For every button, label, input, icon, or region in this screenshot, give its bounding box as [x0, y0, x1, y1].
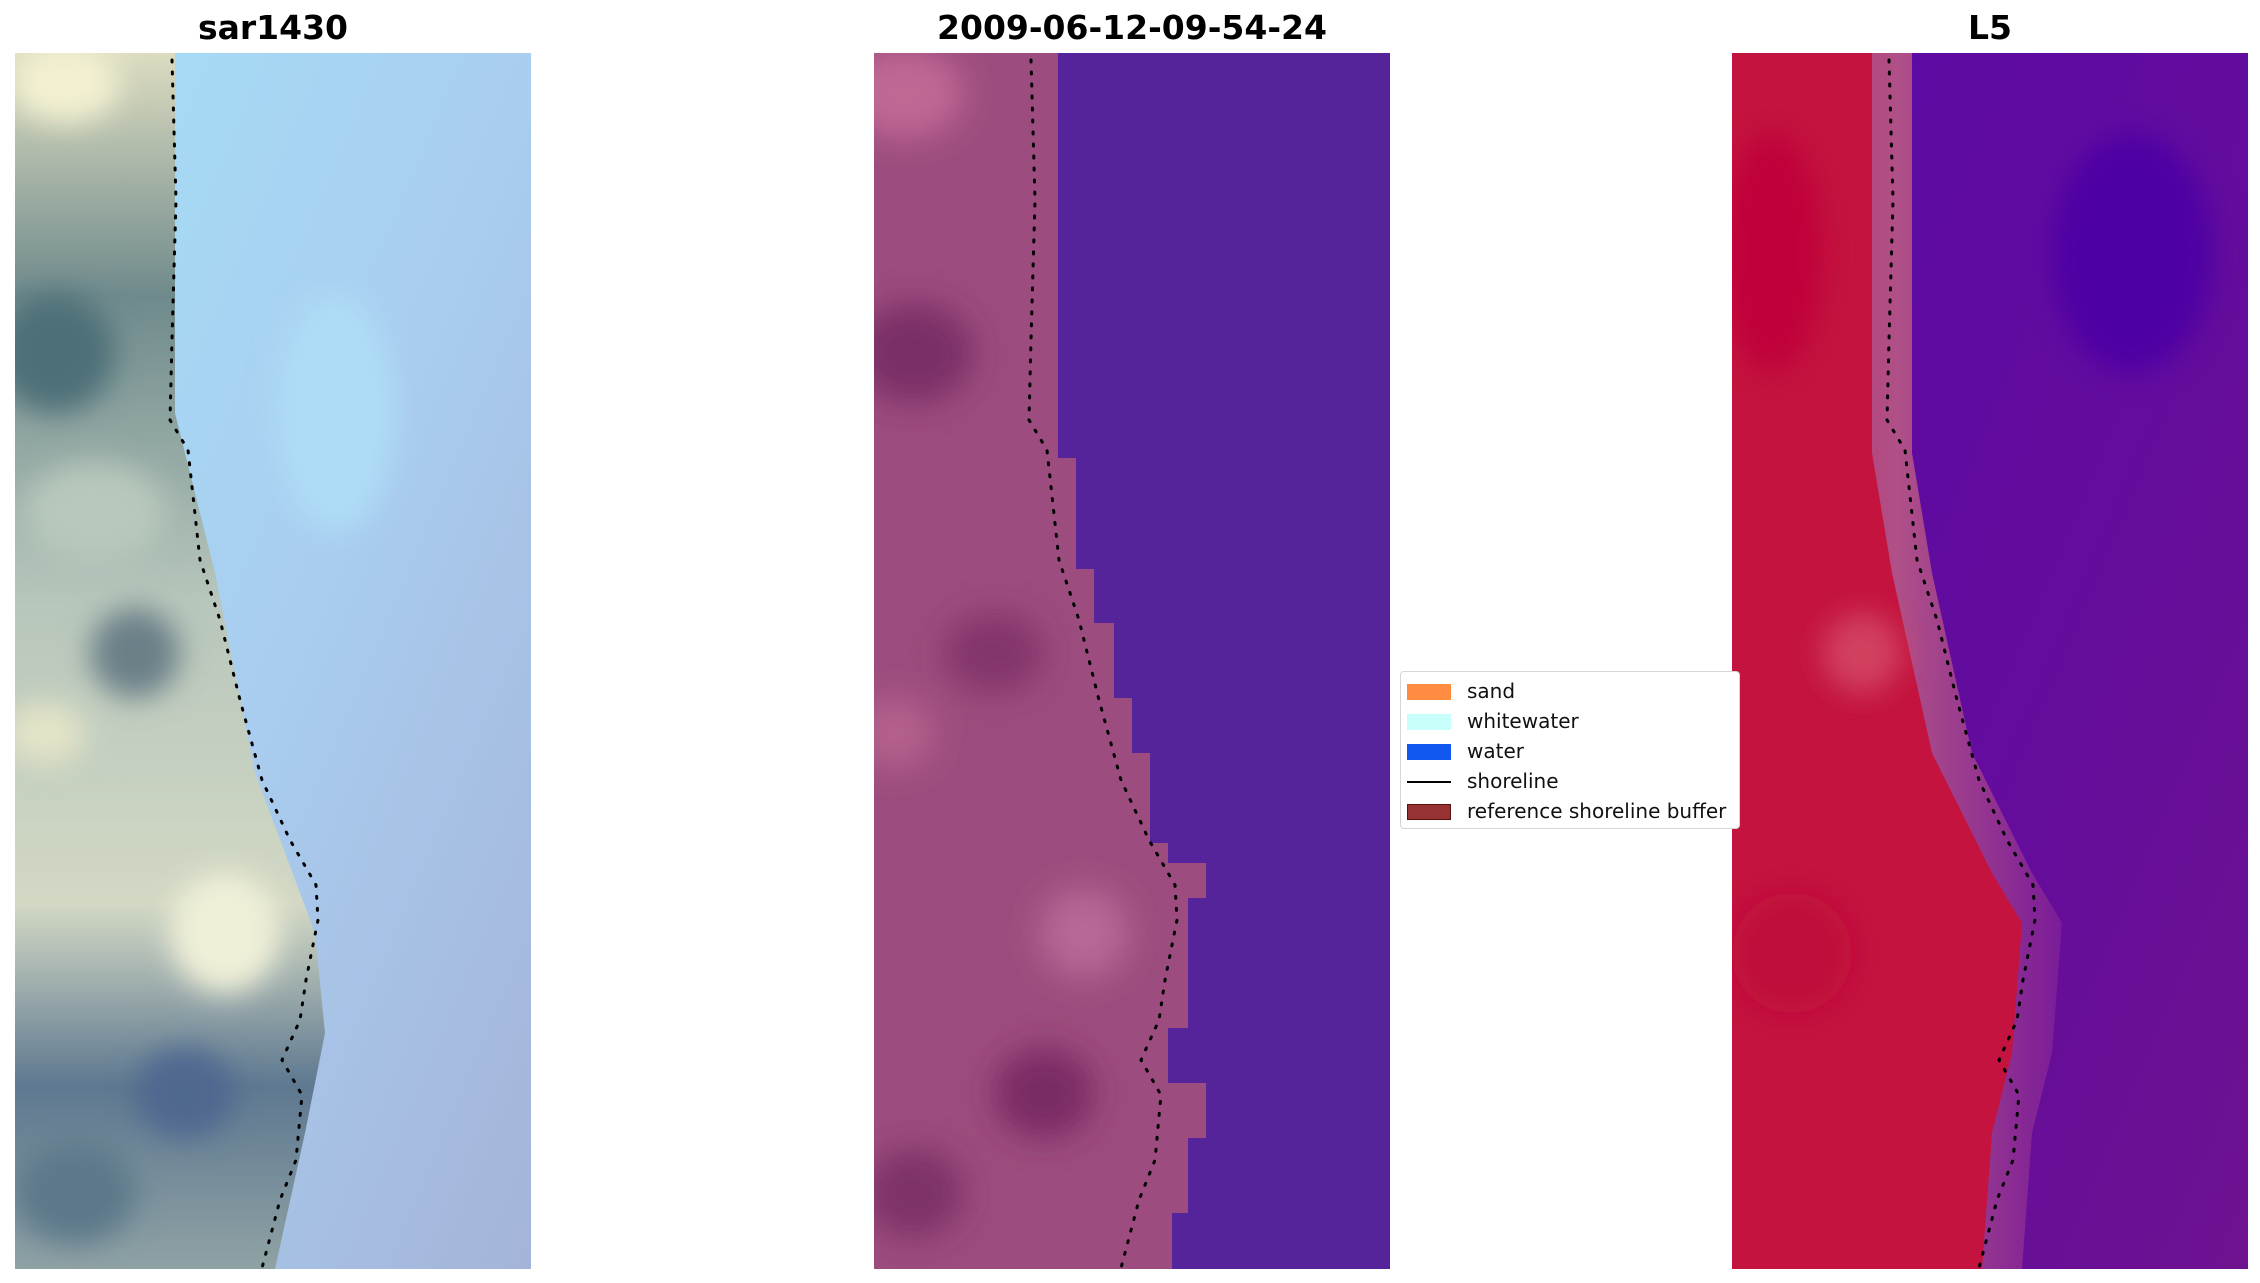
rgb-image: [15, 53, 531, 1269]
legend-label-shoreline: shoreline: [1467, 769, 1559, 793]
rgb-image-panel: [15, 53, 531, 1269]
legend-entry-reference-buffer: reference shoreline buffer: [1401, 796, 1739, 826]
legend-entry-water: water: [1401, 736, 1739, 766]
index-texture: [1732, 133, 2212, 1013]
legend-swatch-water: [1407, 744, 1451, 760]
legend-label-water: water: [1467, 739, 1524, 763]
legend-swatch-whitewater: [1407, 714, 1451, 730]
legend-entry-shoreline: shoreline: [1401, 766, 1739, 796]
legend-entry-whitewater: whitewater: [1401, 706, 1739, 736]
index-image: [1732, 53, 2248, 1269]
legend-label-sand: sand: [1467, 679, 1516, 703]
legend-swatch-reference-buffer: [1407, 804, 1451, 820]
legend-swatch-sand: [1407, 684, 1451, 700]
classification-panel: [874, 53, 1390, 1269]
legend-line-shoreline: [1407, 781, 1451, 783]
index-panel: [1732, 53, 2248, 1269]
panel-title-classification: 2009-06-12-09-54-24: [937, 8, 1327, 47]
legend-label-whitewater: whitewater: [1467, 709, 1579, 733]
legend: sand whitewater water shoreline referenc…: [1400, 671, 1740, 829]
legend-label-reference-buffer: reference shoreline buffer: [1467, 799, 1727, 823]
classification-image: [874, 53, 1390, 1269]
legend-entry-sand: sand: [1401, 676, 1739, 706]
panel-title-rgb: sar1430: [197, 8, 349, 47]
panel-title-index: L5: [1968, 8, 2012, 47]
